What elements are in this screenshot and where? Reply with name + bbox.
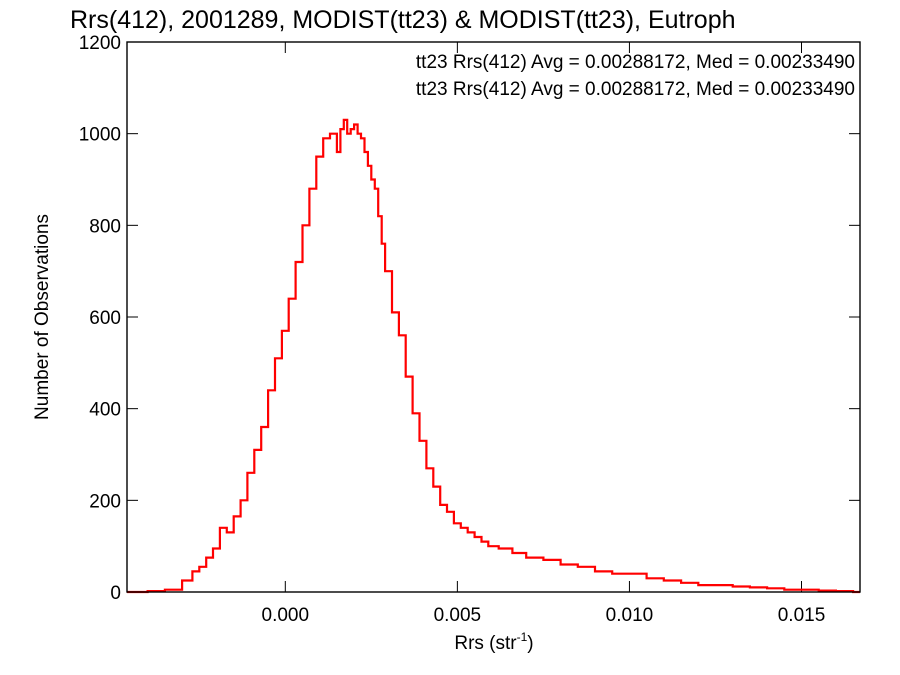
y-tick-label: 0 [110,583,121,604]
x-tick-label: 0.000 [262,605,310,626]
x-axis-label-suffix: ) [527,633,533,654]
y-tick-label: 1200 [79,33,121,54]
y-tick-label: 400 [89,400,121,421]
histogram-series-line [127,118,860,594]
annotation-red: tt23 Rrs(412) Avg = 0.00288172, Med = 0.… [416,79,855,100]
y-tick-label: 1000 [79,125,121,146]
y-axis-label: Number of Observations [32,214,53,420]
x-tick-label: 0.010 [606,605,654,626]
x-tick-label: 0.005 [434,605,482,626]
chart-title: Rrs(412), 2001289, MODIST(tt23) & MODIST… [70,6,736,34]
y-tick-label: 600 [89,308,121,329]
y-axis-ticks: 0 200 400 600 800 1000 1200 [79,33,860,604]
annotation-black: tt23 Rrs(412) Avg = 0.00288172, Med = 0.… [416,52,855,73]
x-tick-label: 0.015 [778,605,826,626]
plot-frame [126,41,861,593]
x-axis-label-main: Rrs (str [454,633,517,654]
x-axis-label-superscript: -1 [517,630,528,644]
y-tick-label: 200 [89,491,121,512]
y-tick-label: 800 [89,216,121,237]
x-axis-ticks: 0.000 0.005 0.010 0.015 [262,42,826,626]
x-axis-label: Rrs (str-1) [454,630,533,654]
